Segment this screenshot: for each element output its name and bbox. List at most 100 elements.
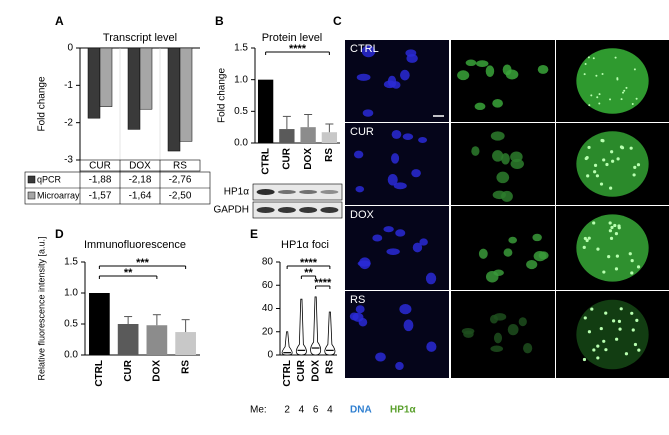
median-value: 2: [284, 405, 290, 416]
legend-swatch: [27, 191, 36, 200]
nucleus: [523, 343, 533, 354]
focus: [602, 270, 606, 274]
x-tick-label: CUR: [89, 161, 111, 172]
bar: [175, 332, 196, 355]
table-value: -1,88: [89, 175, 112, 186]
focus: [630, 311, 634, 315]
legend-label: qPCR: [37, 174, 62, 184]
focus: [633, 165, 637, 169]
focus: [604, 311, 608, 315]
nucleus: [403, 319, 414, 332]
y-tick-label: 1.5: [64, 257, 78, 268]
nucleus: [418, 137, 428, 144]
panel-letter: C: [333, 14, 342, 28]
nucleus: [476, 60, 489, 68]
nucleus: [493, 269, 504, 277]
y-tick-label: -3: [64, 155, 73, 166]
nucleus: [471, 146, 480, 156]
x-tick-label: RS: [324, 148, 335, 162]
nucleus: [386, 248, 400, 255]
focus: [605, 162, 609, 167]
chart-title: Immunofluorescence: [84, 239, 186, 251]
table-value: -2,18: [129, 175, 152, 186]
legend-swatch: [27, 175, 36, 184]
focus: [620, 98, 623, 101]
bar: [117, 324, 139, 355]
blot-label: HP1α: [224, 187, 249, 198]
nucleus: [395, 361, 404, 371]
focus: [599, 182, 604, 186]
focus: [608, 229, 612, 233]
nucleus: [508, 236, 517, 244]
nucleus: [465, 59, 477, 67]
table-value: -1,64: [129, 191, 152, 202]
row-label: RS: [350, 294, 365, 306]
panel-letter: E: [250, 227, 258, 241]
x-tick-label: RS: [325, 360, 336, 374]
channel-label: DNA: [350, 405, 372, 416]
nucleus: [461, 327, 475, 335]
x-tick-label: CUR: [296, 359, 307, 381]
nucleus: [406, 53, 418, 63]
y-tick-label: 40: [262, 303, 274, 314]
sig-label: ***: [136, 257, 150, 269]
micrograph: [451, 206, 555, 290]
focus: [635, 318, 639, 322]
focus: [602, 158, 606, 162]
focus: [599, 326, 603, 331]
nucleus: [501, 153, 510, 165]
nucleus: [400, 69, 410, 81]
y-tick-label: 0: [67, 43, 73, 54]
nucleus: [518, 317, 527, 327]
bar: [279, 129, 295, 143]
nucleus: [537, 64, 549, 74]
x-tick-label: CTRL: [94, 360, 105, 387]
blot-band: [277, 190, 296, 194]
focus: [615, 337, 619, 341]
focus: [582, 357, 587, 362]
blot-band: [256, 189, 275, 195]
focus: [601, 139, 605, 143]
sig-label: ****: [289, 43, 307, 55]
blot-label: GAPDH: [213, 205, 249, 216]
focus: [587, 56, 590, 59]
focus: [598, 93, 601, 96]
x-tick-label: CTRL: [260, 148, 271, 175]
micrograph: [451, 40, 555, 122]
median-value: 4: [299, 405, 305, 416]
focus: [596, 344, 600, 348]
violin: [281, 331, 293, 356]
nucleus: [355, 305, 365, 314]
y-tick-label: 1.0: [234, 74, 248, 85]
focus: [593, 170, 597, 174]
nucleus: [361, 45, 376, 58]
focus: [615, 254, 619, 258]
focus: [613, 223, 617, 228]
focus: [582, 245, 586, 249]
x-tick-label: DOX: [152, 360, 163, 382]
nucleus: [538, 251, 549, 260]
bar: [127, 47, 141, 130]
focus: [595, 74, 598, 77]
nucleus: [485, 65, 495, 77]
focus: [637, 348, 641, 352]
table-value: -2,76: [169, 175, 192, 186]
focus: [587, 145, 591, 150]
focus: [584, 62, 587, 65]
nucleus: [393, 182, 407, 190]
x-tick-label: DOX: [303, 148, 314, 170]
x-tick-label: CUR: [282, 147, 293, 169]
blot-band: [320, 207, 339, 213]
focus: [618, 327, 622, 331]
violin: [310, 296, 322, 356]
y-tick-label: 0.0: [234, 138, 248, 149]
focus: [610, 225, 614, 230]
nucleus: [493, 332, 503, 344]
nucleus: [402, 133, 414, 141]
sig-label: ****: [300, 257, 318, 269]
focus: [596, 356, 600, 360]
legend-label: Microarray: [37, 190, 80, 200]
nucleus: [501, 190, 513, 202]
nucleus: [372, 234, 383, 242]
focus: [628, 252, 632, 256]
